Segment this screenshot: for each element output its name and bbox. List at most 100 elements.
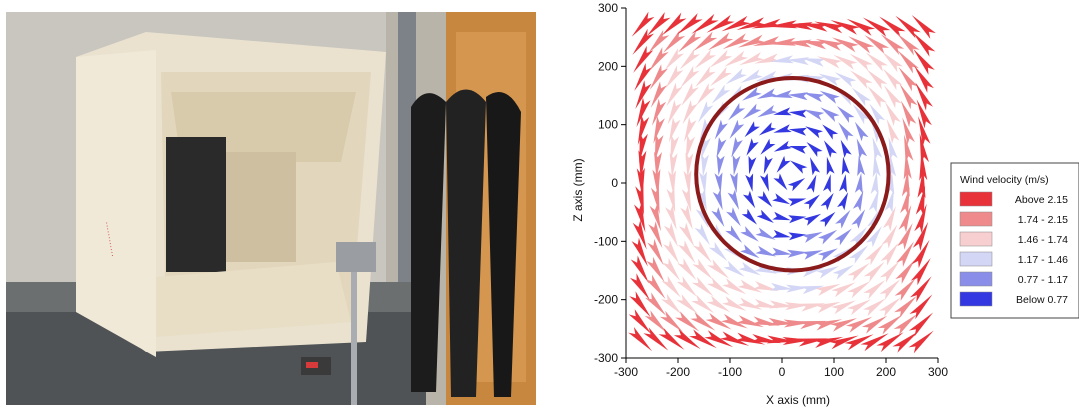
legend: Wind velocity (m/s) Above 2.15 1.74 - 2.1… bbox=[950, 162, 1079, 319]
velocity-vector bbox=[883, 85, 902, 109]
legend-label: Above 2.15 bbox=[1015, 194, 1068, 206]
velocity-vector bbox=[682, 100, 698, 125]
velocity-vector bbox=[757, 105, 778, 118]
velocity-vector bbox=[705, 312, 732, 330]
velocity-vector bbox=[773, 140, 792, 152]
velocity-vector bbox=[722, 278, 747, 295]
velocity-vector bbox=[755, 227, 776, 240]
velocity-vector bbox=[788, 232, 807, 241]
cable-chain-3 bbox=[486, 92, 521, 397]
velocity-vector bbox=[882, 206, 896, 232]
velocity-vector bbox=[816, 56, 842, 69]
velocity-vector bbox=[704, 330, 734, 348]
velocity-vector bbox=[728, 102, 746, 121]
velocity-vector bbox=[758, 122, 777, 136]
velocity-vector bbox=[895, 259, 916, 284]
velocity-chart-svg: -300 -200 -100 0 100 200 300 300 200 100 0 -100 -20… bbox=[571, 1, 1079, 407]
velocity-vector bbox=[645, 274, 666, 299]
velocity-vector bbox=[707, 277, 730, 296]
velocity-vector bbox=[803, 194, 820, 210]
velocity-vector bbox=[910, 258, 931, 286]
velocity-vector bbox=[918, 116, 931, 146]
velocity-vector bbox=[760, 173, 769, 192]
velocity-vector bbox=[670, 134, 680, 161]
velocity-vector bbox=[908, 312, 934, 337]
velocity-vector bbox=[866, 69, 888, 90]
velocity-vector bbox=[673, 328, 701, 350]
velocity-vector bbox=[729, 172, 738, 194]
velocity-vector bbox=[742, 103, 762, 120]
fan-grid bbox=[166, 137, 226, 272]
velocity-vector bbox=[650, 81, 668, 108]
velocity-vector bbox=[837, 192, 849, 211]
velocity-vector bbox=[909, 294, 933, 320]
velocity-vector bbox=[663, 222, 678, 247]
velocity-vector bbox=[826, 156, 835, 176]
velocity-vector bbox=[831, 300, 856, 315]
velocity-vector bbox=[888, 136, 898, 160]
velocity-vector bbox=[834, 228, 852, 246]
velocity-vector bbox=[899, 83, 918, 110]
velocity-vector bbox=[773, 173, 788, 191]
velocity-vector bbox=[820, 107, 840, 122]
velocity-vector bbox=[787, 249, 808, 258]
velocity-vector bbox=[691, 13, 719, 34]
velocity-vector bbox=[902, 117, 915, 145]
velocity-vector bbox=[685, 134, 696, 161]
legend-label: 1.74 - 2.15 bbox=[1018, 214, 1068, 226]
velocity-vector bbox=[900, 187, 910, 215]
velocity-vector bbox=[860, 333, 889, 352]
velocity-vector bbox=[745, 173, 754, 192]
velocity-vector bbox=[879, 279, 901, 300]
velocity-vector bbox=[916, 99, 932, 129]
velocity-vector bbox=[904, 134, 914, 163]
velocity-vector bbox=[732, 154, 741, 176]
velocity-vector bbox=[828, 335, 859, 350]
velocity-vector bbox=[786, 57, 810, 66]
velocity-vector bbox=[879, 261, 900, 283]
velocity-vector bbox=[755, 245, 776, 257]
velocity-vector bbox=[748, 155, 757, 175]
velocity-vector bbox=[662, 257, 681, 281]
velocity-vector bbox=[908, 330, 934, 354]
legend-swatch bbox=[959, 251, 993, 267]
velocity-vector bbox=[676, 13, 703, 35]
velocity-vector bbox=[648, 29, 670, 54]
velocity-vector bbox=[806, 174, 817, 193]
velocity-vector bbox=[706, 14, 735, 33]
legend-entries: Above 2.15 1.74 - 2.15 1.46 - 1.74 1.17 - 1… bbox=[959, 191, 1068, 307]
velocity-vector bbox=[711, 84, 731, 104]
velocity-vector bbox=[831, 282, 856, 298]
velocity-vector bbox=[898, 67, 919, 92]
velocity-vector bbox=[725, 225, 743, 243]
velocity-vector bbox=[720, 313, 748, 329]
velocity-vector bbox=[915, 82, 933, 111]
velocity-vector bbox=[676, 294, 698, 314]
velocity-vector bbox=[814, 319, 843, 331]
velocity-vector bbox=[879, 16, 906, 38]
velocity-vector bbox=[870, 171, 879, 195]
velocity-vector bbox=[661, 275, 681, 298]
velocity-vector bbox=[742, 190, 756, 209]
velocity-vector bbox=[668, 117, 681, 143]
y-ticks: 300 200 100 0 -100 -200 -300 bbox=[594, 1, 626, 365]
velocity-vector bbox=[629, 273, 650, 301]
velocity-vector bbox=[664, 48, 684, 71]
velocity-vector bbox=[803, 109, 825, 121]
velocity-vector bbox=[725, 68, 747, 85]
velocity-vector bbox=[649, 203, 661, 232]
velocity-vector bbox=[661, 12, 687, 36]
velocity-vector bbox=[782, 337, 813, 345]
cable-chain-1 bbox=[411, 93, 446, 392]
velocity-vector bbox=[912, 221, 929, 251]
velocity-vector bbox=[884, 189, 894, 213]
velocity-vector bbox=[823, 140, 837, 158]
velocity-vector bbox=[645, 292, 667, 316]
velocity-vector bbox=[665, 204, 677, 230]
legend-label: 1.17 - 1.46 bbox=[1018, 254, 1068, 266]
velocity-vector bbox=[773, 124, 792, 133]
velocity-vector bbox=[784, 302, 811, 311]
velocity-vector bbox=[803, 92, 825, 103]
velocity-vector bbox=[864, 243, 884, 266]
velocity-vector bbox=[818, 73, 841, 87]
